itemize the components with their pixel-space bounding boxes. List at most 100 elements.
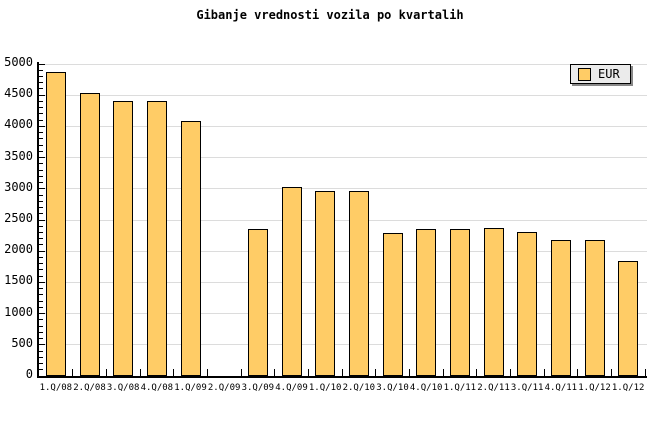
- y-minor-tick: [39, 294, 43, 296]
- x-tick: [105, 369, 107, 376]
- x-tick: [173, 369, 175, 376]
- y-minor-tick: [39, 238, 43, 240]
- x-tick-label: 1.Q/11: [443, 383, 477, 393]
- x-tick: [577, 369, 579, 376]
- y-minor-tick: [39, 100, 43, 102]
- y-tick-label: 3000: [4, 179, 33, 194]
- y-minor-tick: [39, 306, 43, 308]
- bar-1.Q/11: [449, 228, 470, 376]
- y-tick-label: 4000: [4, 117, 33, 132]
- y-minor-tick: [39, 269, 43, 271]
- y-minor-tick: [39, 75, 43, 77]
- x-tick-label: 4.Q/08: [140, 383, 174, 393]
- y-minor-tick: [39, 150, 43, 152]
- y-major-tick: [39, 344, 45, 346]
- x-tick: [442, 369, 444, 376]
- bar-4.Q/09: [281, 186, 302, 376]
- y-major-tick: [39, 157, 45, 159]
- x-tick-label: 3.Q/08: [106, 383, 140, 393]
- x-tick: [476, 369, 478, 376]
- x-tick-label: 1.Q/09: [174, 383, 207, 393]
- y-minor-tick: [39, 244, 43, 246]
- gridline: [39, 281, 647, 283]
- x-tick: [139, 369, 141, 376]
- y-minor-tick: [39, 369, 43, 371]
- y-tick-label: 500: [11, 335, 33, 350]
- y-minor-tick: [39, 263, 43, 265]
- x-tick-label: 1.Q/12: [611, 383, 645, 393]
- bar-4.Q/10: [416, 228, 437, 376]
- x-tick: [341, 369, 343, 376]
- gridline: [39, 313, 647, 315]
- y-minor-tick: [39, 182, 43, 184]
- y-minor-tick: [39, 119, 43, 121]
- x-tick-label: 1.Q/12: [578, 383, 611, 393]
- x-tick-label: 1.Q/10: [308, 383, 342, 393]
- x-tick-label: 1.Q/08: [39, 383, 73, 393]
- y-minor-tick: [39, 207, 43, 209]
- y-minor-tick: [39, 82, 43, 84]
- bar-1.Q/12: [618, 261, 639, 376]
- x-tick: [206, 369, 208, 376]
- gridline: [39, 250, 647, 252]
- y-minor-tick: [39, 194, 43, 196]
- y-tick-label: 5000: [4, 55, 33, 69]
- gridline: [39, 157, 647, 159]
- x-tick-label: 2.Q/10: [342, 383, 376, 393]
- x-tick: [509, 369, 511, 376]
- y-minor-tick: [39, 163, 43, 165]
- y-major-tick: [39, 63, 45, 65]
- y-tick-label: 2000: [4, 242, 33, 257]
- x-tick-label: 3.Q/10: [376, 383, 409, 393]
- legend: EUR: [570, 64, 631, 84]
- bar-3.Q/10: [382, 233, 403, 376]
- y-tick-label: 1500: [4, 273, 33, 288]
- chart-title: Gibanje vrednosti vozila po kvartalih: [196, 8, 464, 22]
- y-axis-labels: 0 500 1000 1500 2000 2500 3000 3500 4000 4500 5000: [0, 55, 33, 381]
- x-tick: [543, 369, 545, 376]
- y-minor-tick: [39, 113, 43, 115]
- x-tick: [610, 369, 612, 376]
- y-major-tick: [39, 281, 45, 283]
- plot-area: [37, 62, 647, 378]
- bar-4.Q/11: [550, 239, 571, 376]
- x-tick-label: 2.Q/08: [73, 383, 106, 393]
- y-major-tick: [39, 313, 45, 315]
- x-tick: [644, 369, 646, 376]
- gridline: [39, 125, 647, 127]
- y-minor-tick: [39, 69, 43, 71]
- y-minor-tick: [39, 88, 43, 90]
- x-tick-label: 2.Q/09: [207, 383, 241, 393]
- y-major-tick: [39, 250, 45, 252]
- y-tick-label: 0: [25, 367, 33, 381]
- bar-3.Q/09: [247, 228, 268, 376]
- x-tick: [72, 369, 74, 376]
- y-minor-tick: [39, 175, 43, 177]
- bar-1.Q/09: [180, 121, 201, 376]
- x-tick: [240, 369, 242, 376]
- y-minor-tick: [39, 319, 43, 321]
- bar-2.Q/11: [483, 228, 504, 376]
- bar-1.Q/10: [315, 191, 336, 376]
- y-minor-tick: [39, 132, 43, 134]
- y-tick-label: 1000: [4, 304, 33, 319]
- x-axis-labels: 1.Q/08 2.Q/08 3.Q/08 4.Q/08 1.Q/09 2.Q/09 3.Q/…: [37, 382, 645, 396]
- x-tick-label: 3.Q/11: [510, 383, 544, 393]
- y-minor-tick: [39, 256, 43, 258]
- x-tick-label: 4.Q/11: [544, 383, 578, 393]
- gridline: [39, 94, 647, 96]
- gridline: [39, 63, 647, 65]
- x-tick-label: 3.Q/09: [241, 383, 275, 393]
- bar-2.Q/08: [79, 92, 100, 376]
- x-tick: [408, 369, 410, 376]
- bar-1.Q/08: [45, 71, 66, 376]
- plot-inner: [39, 62, 647, 376]
- bar-3.Q/08: [113, 100, 134, 376]
- y-tick-label: 4500: [4, 86, 33, 101]
- legend-swatch-icon: [578, 67, 591, 81]
- y-minor-tick: [39, 300, 43, 302]
- y-minor-tick: [39, 325, 43, 327]
- bar-4.Q/08: [146, 100, 167, 376]
- y-minor-tick: [39, 138, 43, 140]
